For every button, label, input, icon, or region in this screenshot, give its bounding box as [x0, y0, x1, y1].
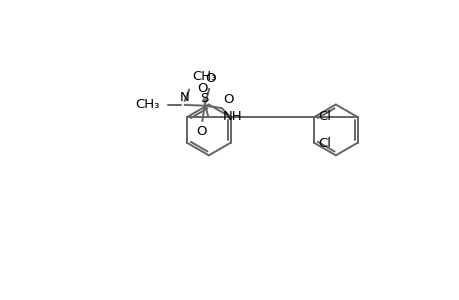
- Text: S: S: [200, 92, 208, 105]
- Text: N: N: [179, 91, 189, 104]
- Text: Cl: Cl: [318, 110, 331, 123]
- Text: CH₃: CH₃: [135, 98, 160, 111]
- Text: O: O: [197, 82, 208, 95]
- Text: O: O: [204, 72, 215, 85]
- Text: CH₃: CH₃: [192, 70, 216, 83]
- Text: NH: NH: [223, 110, 242, 123]
- Text: Cl: Cl: [318, 137, 331, 150]
- Text: O: O: [196, 125, 207, 138]
- Text: O: O: [223, 93, 233, 106]
